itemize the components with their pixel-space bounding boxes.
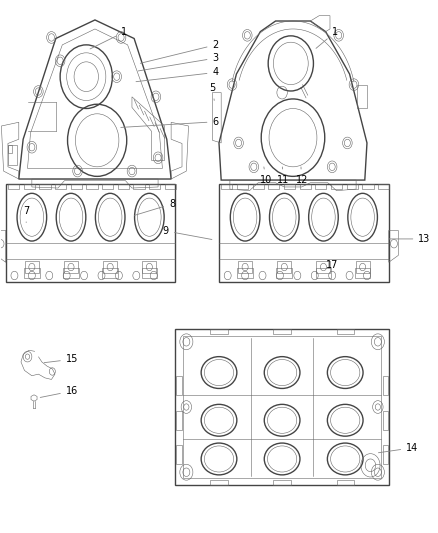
Bar [133,184,145,189]
Bar [103,261,117,273]
Text: 12: 12 [296,167,308,184]
Bar [300,184,311,189]
Bar [210,480,228,486]
Text: 2: 2 [140,40,219,63]
Bar [356,261,370,273]
Bar [284,184,295,189]
Bar [86,184,98,189]
Bar [357,85,367,109]
Bar [8,184,19,189]
Bar [6,184,176,282]
Bar [8,144,17,165]
Bar [378,184,389,189]
Text: 10: 10 [260,167,272,184]
Bar [64,261,78,273]
Bar [102,268,118,278]
Text: 15: 15 [44,354,78,364]
Bar [24,268,40,278]
Bar [102,184,113,189]
Bar [316,268,331,278]
Bar [117,184,129,189]
Bar [383,445,388,464]
Bar [315,184,326,189]
Bar [177,445,182,464]
Bar [177,376,182,395]
Bar [383,411,388,430]
Text: 11: 11 [277,167,290,184]
Bar [383,376,388,395]
Bar [71,184,82,189]
Text: 7: 7 [23,206,29,222]
Bar [317,261,330,273]
Text: 14: 14 [378,443,418,453]
Bar [210,328,228,334]
Text: 17: 17 [326,260,338,270]
Bar [253,184,264,189]
Bar [355,268,371,278]
Bar [63,268,79,278]
Bar [55,184,66,189]
Text: 13: 13 [389,234,431,244]
Bar [141,268,157,278]
Bar [39,184,50,189]
Bar [8,144,12,152]
Bar [184,336,381,478]
Bar [176,328,389,486]
Bar [268,184,279,189]
Bar [237,184,248,189]
Bar [165,184,176,189]
Bar [237,268,253,278]
Bar [25,261,39,273]
Bar [276,268,292,278]
Text: 16: 16 [40,386,78,398]
Text: 1: 1 [90,27,127,49]
Text: 9: 9 [163,226,212,239]
Text: 5: 5 [209,83,215,100]
Bar [346,184,358,189]
Text: 3: 3 [138,53,219,71]
Bar [24,184,35,189]
Bar [331,184,342,189]
Text: 8: 8 [134,199,175,215]
Bar [149,184,160,189]
Bar [336,480,354,486]
Bar [221,184,233,189]
Text: 1: 1 [316,27,338,49]
Text: 4: 4 [136,68,219,82]
Bar [219,184,389,282]
Bar [336,328,354,334]
Text: 6: 6 [121,117,219,127]
Bar [177,411,182,430]
Bar [273,480,291,486]
Bar [238,261,252,273]
Bar [142,261,156,273]
Bar [273,328,291,334]
Bar [362,184,374,189]
Bar [277,261,291,273]
